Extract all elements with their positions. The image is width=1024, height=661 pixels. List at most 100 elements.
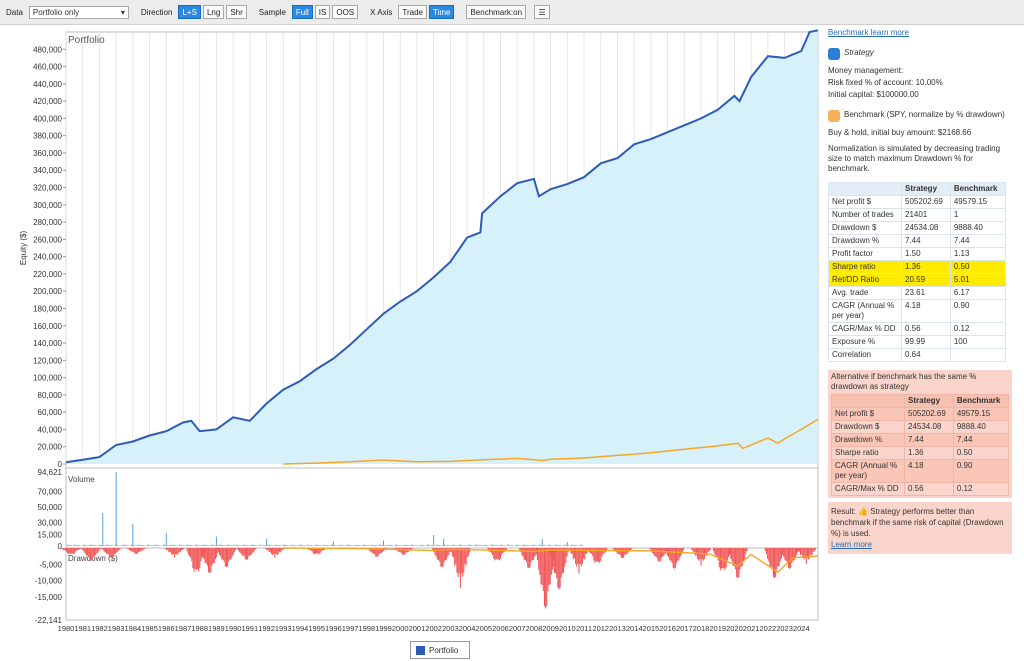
x-axis-year-label: 1994	[292, 624, 309, 633]
x-axis-year-label: 2024	[793, 624, 810, 633]
volume-y-tick-label: 30,000	[38, 519, 63, 528]
x-axis-year-label: 2011	[576, 624, 592, 633]
volume-y-tick-label: 0	[58, 542, 63, 551]
sample-full-button[interactable]: Full	[291, 5, 313, 19]
table-header-cell	[831, 394, 905, 408]
direction-long-button[interactable]: Lng	[202, 5, 225, 19]
sample-oos-button[interactable]: OOS	[332, 5, 359, 19]
direction-long-short-button[interactable]: L+S	[178, 5, 201, 19]
x-axis-year-label: 2002	[425, 624, 442, 633]
direction-label: Direction	[140, 7, 173, 17]
xaxis-trade-button[interactable]: Trade	[398, 5, 427, 19]
sample-is-button[interactable]: IS	[314, 5, 331, 19]
x-axis-year-label: 1984	[125, 624, 142, 633]
drawdown-y-tick-label: -15,000	[35, 593, 63, 602]
bottom-legend[interactable]: Portfolio	[410, 641, 470, 659]
benchmark-equity-line	[283, 418, 819, 465]
strategy-value: 4.18	[904, 459, 954, 483]
equity-y-tick-label: 140,000	[33, 339, 62, 348]
strategy-value: 1.36	[904, 446, 954, 460]
strategy-value: 7.44	[904, 433, 954, 447]
equity-y-tick-label: 20,000	[38, 443, 63, 452]
benchmark-drawdown-line	[283, 547, 819, 573]
equity-y-tick-label: 300,000	[33, 201, 62, 210]
equity-y-tick-label: 100,000	[33, 374, 62, 383]
strategy-legend[interactable]: Strategy	[828, 48, 1016, 60]
x-axis-year-label: 2000	[392, 624, 409, 633]
table-row: Drawdown $24534.08 9888.40	[828, 221, 1007, 235]
chevron-down-icon: ▾	[120, 7, 125, 17]
benchmark-swatch	[828, 110, 840, 122]
volume-panel-title: Volume	[68, 475, 95, 484]
x-axis-year-label: 1996	[325, 624, 342, 633]
x-axis-year-label: 2007	[509, 624, 526, 633]
metric-label: Drawdown %	[831, 433, 905, 447]
x-axis-year-label: 2020	[726, 624, 743, 633]
normalization-note: Normalization is simulated by decreasing…	[828, 144, 1001, 173]
stats-panel: Benchmark learn more Strategy Money mana…	[828, 28, 1016, 554]
capital-line: Initial capital: $100000.00	[828, 90, 919, 99]
metric-label: CAGR/Max % DD	[831, 482, 905, 496]
equity-area-fill	[66, 30, 818, 465]
x-axis-year-label: 2005	[475, 624, 492, 633]
benchmark-legend[interactable]: Benchmark (SPY, normalize by % drawdown)	[828, 110, 1016, 122]
toolbar: Data Portfolio only ▾ Direction L+S Lng …	[0, 0, 1024, 25]
x-axis-year-label: 1983	[108, 624, 125, 633]
data-select[interactable]: Portfolio only ▾	[28, 5, 129, 19]
equity-y-tick-label: 400,000	[33, 114, 62, 123]
xaxis-label: X Axis	[370, 7, 393, 17]
metric-label: Sharpe ratio	[831, 446, 905, 460]
equity-y-tick-label: 180,000	[33, 304, 62, 313]
x-axis-year-label: 2023	[776, 624, 793, 633]
result-box: Result: 👍 Strategy performs better than …	[828, 502, 1012, 554]
drawdown-panel-title: Drawdown ($)	[68, 554, 118, 563]
equity-y-tick-label: 420,000	[33, 97, 62, 106]
equity-y-tick-label: 380,000	[33, 132, 62, 141]
benchmark-value: 0.50	[949, 260, 1007, 274]
metric-label: CAGR (Annual % per year)	[828, 299, 902, 323]
benchmark-value: 9888.40	[949, 221, 1007, 235]
x-axis-year-label: 2021	[743, 624, 760, 633]
table-row: Net profit $505202.69 49579.15	[831, 407, 1010, 421]
benchmark-value: 1	[949, 208, 1007, 222]
equity-y-tick-label: 460,000	[33, 63, 62, 72]
equity-y-tick-label: 120,000	[33, 356, 62, 365]
table-row: Sharpe ratio 1.36 0.50	[831, 446, 1010, 460]
benchmark-value: 0.50	[952, 446, 1010, 460]
benchmark-toggle-button[interactable]: Benchmark:on	[466, 5, 527, 19]
x-axis-year-label: 2016	[659, 624, 676, 633]
hamburger-icon[interactable]: ☰	[534, 5, 551, 19]
table-row: CAGR/Max % DD 0.56 0.12	[831, 482, 1010, 496]
volume-y-tick-label: 15,000	[38, 530, 63, 539]
x-axis-year-label: 2018	[693, 624, 710, 633]
bottom-legend-label: Portfolio	[429, 645, 459, 655]
x-axis-year-label: 1993	[275, 624, 292, 633]
table-header-cell	[828, 182, 902, 196]
equity-y-axis-label: Equity ($)	[19, 231, 28, 266]
xaxis-time-button[interactable]: Time	[428, 5, 455, 19]
metric-label: Net profit $	[831, 407, 905, 421]
direction-short-button[interactable]: Shr	[226, 5, 247, 19]
strategy-legend-label: Strategy	[844, 48, 874, 57]
strategy-value: 505202.69	[904, 407, 954, 421]
equity-y-tick-label: 80,000	[38, 391, 63, 400]
x-axis-year-label: 1991	[241, 624, 258, 633]
strategy-value: 24534.08	[904, 420, 954, 434]
equity-panel-title: Portfolio	[68, 35, 105, 46]
table-row: Sharpe ratio 1.36 0.50	[828, 260, 1007, 274]
metric-label: Profit factor	[828, 247, 902, 261]
metric-label: Correlation	[828, 348, 902, 362]
alternative-section: Alternative if benchmark has the same % …	[828, 370, 1012, 498]
table-header-cell: Strategy	[904, 394, 954, 408]
x-axis-year-label: 1982	[91, 624, 108, 633]
money-management: Money management:	[828, 66, 904, 75]
benchmark-learn-more-link[interactable]: Benchmark learn more	[828, 28, 909, 37]
learn-more-link[interactable]: Learn more	[831, 540, 872, 549]
equity-y-tick-label: 40,000	[38, 425, 63, 434]
x-axis-year-label: 1988	[191, 624, 208, 633]
x-axis-year-label: 1999	[375, 624, 392, 633]
equity-y-tick-label: 0	[58, 460, 63, 469]
strategy-value: 4.18	[901, 299, 951, 323]
strategy-value: 1.36	[901, 260, 951, 274]
metric-label: Ret/DD Ratio	[828, 273, 902, 287]
